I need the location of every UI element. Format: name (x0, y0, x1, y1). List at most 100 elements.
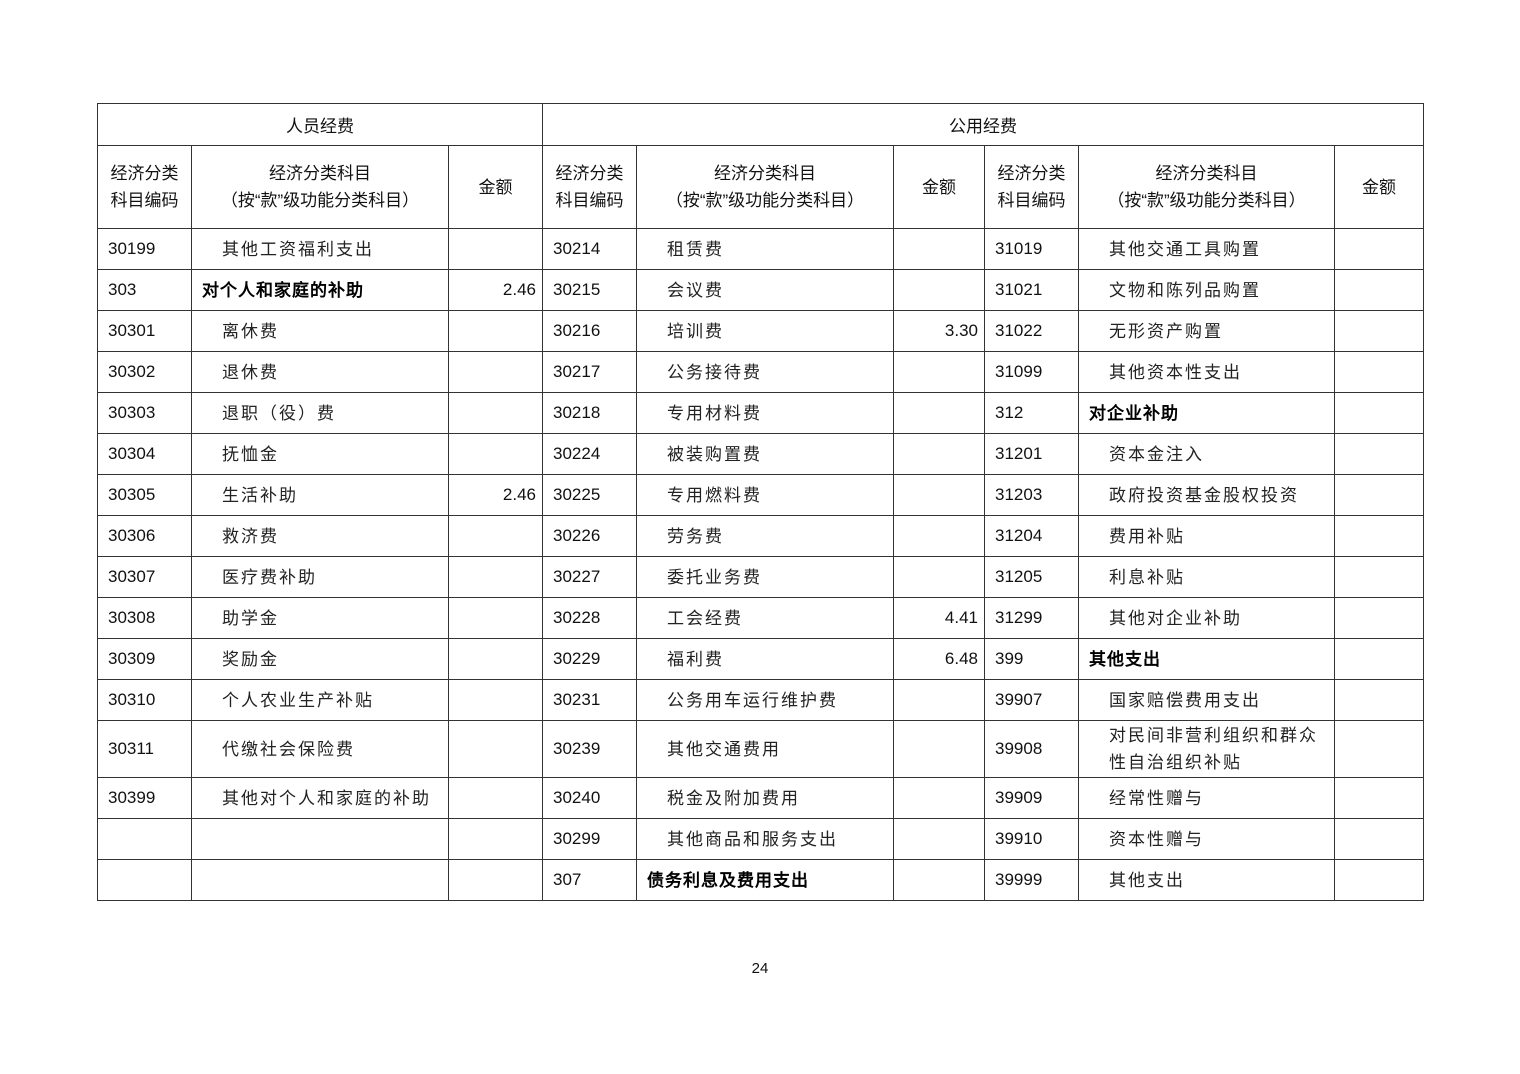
code-cell: 31099 (984, 351, 1080, 393)
code-cell: 307 (542, 859, 638, 901)
subject-cell: 会议费 (636, 269, 895, 311)
amount-cell: 3.30 (893, 310, 986, 352)
subject-cell: 对个人和家庭的补助 (191, 269, 449, 311)
amount-cell (1334, 720, 1425, 778)
amount-cell: 2.46 (447, 269, 544, 311)
subject-cell: 培训费 (636, 310, 895, 352)
code-cell: 31205 (984, 556, 1080, 598)
subject-cell (191, 818, 449, 860)
budget-table: 人员经费 公用经费 经济分类 科目编码 经济分类科目 （按“款”级功能分类科目） 金额… (96, 103, 1425, 901)
header-subject-line: 经济分类科目 (714, 164, 817, 183)
amount-cell (447, 638, 544, 680)
subject-cell: 税金及附加费用 (636, 777, 895, 819)
code-cell: 30399 (97, 777, 192, 819)
amount-cell (447, 597, 544, 639)
subject-cell: 文物和陈列品购置 (1078, 269, 1336, 311)
code-cell: 30217 (542, 351, 638, 393)
header-subject-line: （按“款”级功能分类科目） (665, 191, 865, 210)
amount-cell (1334, 777, 1425, 819)
subject-cell: 其他对企业补助 (1078, 597, 1336, 639)
subject-cell: 医疗费补助 (191, 556, 449, 598)
amount-cell (893, 818, 986, 860)
amount-cell (1334, 818, 1425, 860)
subject-cell: 其他商品和服务支出 (636, 818, 895, 860)
header-code-text: 经济分类 科目编码 (997, 164, 1066, 210)
subject-cell: 其他交通费用 (636, 720, 895, 778)
subject-cell (191, 859, 449, 901)
code-cell: 30304 (97, 433, 192, 475)
code-cell: 30301 (97, 310, 192, 352)
code-cell: 30215 (542, 269, 638, 311)
amount-cell (447, 433, 544, 475)
amount-cell: 6.48 (893, 638, 986, 680)
header-subject: 经济分类科目 （按“款”级功能分类科目） (1078, 145, 1336, 229)
amount-cell (893, 433, 986, 475)
amount-cell (1334, 859, 1425, 901)
subject-cell: 国家赔偿费用支出 (1078, 679, 1336, 721)
subject-cell: 救济费 (191, 515, 449, 557)
code-cell: 303 (97, 269, 192, 311)
subject-cell: 其他支出 (1078, 638, 1336, 680)
subject-cell: 利息补贴 (1078, 556, 1336, 598)
amount-cell (893, 515, 986, 557)
subject-cell: 对民间非营利组织和群众性自治组织补贴 (1078, 720, 1336, 778)
table-row: 30308 助学金 30228 工会经费 4.41 31299 其他对企业补助 (97, 597, 1425, 639)
subject-cell: 经常性赠与 (1078, 777, 1336, 819)
amount-cell: 4.41 (893, 597, 986, 639)
amount-cell (447, 515, 544, 557)
code-cell: 31204 (984, 515, 1080, 557)
table-row: 307 债务利息及费用支出 39999 其他支出 (97, 859, 1425, 901)
table-row: 30399 其他对个人和家庭的补助 30240 税金及附加费用 39909 经常性赠与 (97, 777, 1425, 819)
code-cell: 399 (984, 638, 1080, 680)
subject-cell: 助学金 (191, 597, 449, 639)
code-cell: 30216 (542, 310, 638, 352)
code-cell: 30299 (542, 818, 638, 860)
table-row: 30299 其他商品和服务支出 39910 资本性赠与 (97, 818, 1425, 860)
code-cell: 30239 (542, 720, 638, 778)
code-cell: 31022 (984, 310, 1080, 352)
subject-cell: 劳务费 (636, 515, 895, 557)
code-cell: 30218 (542, 392, 638, 434)
header-subject: 经济分类科目 （按“款”级功能分类科目） (636, 145, 895, 229)
amount-cell (1334, 474, 1425, 516)
amount-cell (1334, 351, 1425, 393)
subject-cell: 公务用车运行维护费 (636, 679, 895, 721)
code-cell: 30307 (97, 556, 192, 598)
code-cell: 30306 (97, 515, 192, 557)
subject-cell: 政府投资基金股权投资 (1078, 474, 1336, 516)
subject-cell: 其他工资福利支出 (191, 228, 449, 270)
subject-cell: 个人农业生产补贴 (191, 679, 449, 721)
subject-cell: 抚恤金 (191, 433, 449, 475)
code-cell (97, 818, 192, 860)
header-amount: 金额 (893, 145, 986, 229)
amount-cell (447, 228, 544, 270)
amount-cell (893, 859, 986, 901)
amount-cell (893, 679, 986, 721)
amount-cell (893, 351, 986, 393)
header-code: 经济分类 科目编码 (97, 145, 192, 229)
table-row: 30304 抚恤金 30224 被装购置费 31201 资本金注入 (97, 433, 1425, 475)
amount-cell (1334, 679, 1425, 721)
subject-cell: 资本金注入 (1078, 433, 1336, 475)
amount-cell (447, 859, 544, 901)
code-cell: 30227 (542, 556, 638, 598)
table-row: 30303 退职（役）费 30218 专用材料费 312 对企业补助 (97, 392, 1425, 434)
code-cell: 30229 (542, 638, 638, 680)
subject-cell: 债务利息及费用支出 (636, 859, 895, 901)
table-row: 30307 医疗费补助 30227 委托业务费 31205 利息补贴 (97, 556, 1425, 598)
subject-cell: 其他支出 (1078, 859, 1336, 901)
table-row: 30311 代缴社会保险费 30239 其他交通费用 39908 对民间非营利组织和群众性… (97, 720, 1425, 778)
subject-cell: 其他对个人和家庭的补助 (191, 777, 449, 819)
subject-cell: 租赁费 (636, 228, 895, 270)
code-cell: 31203 (984, 474, 1080, 516)
subject-cell: 生活补助 (191, 474, 449, 516)
code-cell: 30310 (97, 679, 192, 721)
subject-cell: 代缴社会保险费 (191, 720, 449, 778)
subject-cell: 费用补贴 (1078, 515, 1336, 557)
header-subject-line: 经济分类科目 (269, 164, 371, 183)
amount-cell (1334, 228, 1425, 270)
code-cell: 39909 (984, 777, 1080, 819)
header-subject-line: （按“款”级功能分类科目） (220, 191, 420, 210)
amount-cell (1334, 597, 1425, 639)
amount-cell (893, 228, 986, 270)
